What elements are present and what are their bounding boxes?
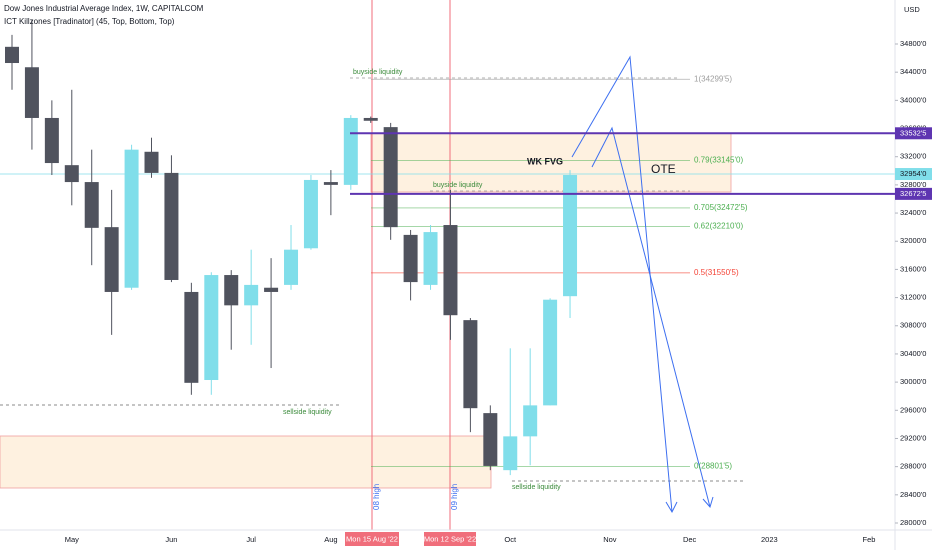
y-tick-label: 34400'0: [900, 67, 926, 76]
x-tick-label: Oct: [504, 535, 517, 544]
fvg-zone: [0, 435, 492, 489]
x-tick-label: Nov: [603, 535, 617, 544]
indicator-name: ICT Killzones [Tradinator] (45, Top, Bot…: [4, 17, 175, 26]
candle-body: [463, 320, 478, 409]
x-tick-label: Feb: [863, 535, 876, 544]
candle-body: [124, 149, 139, 288]
annotation: OTE: [651, 162, 676, 176]
y-tick-label: 32000'0: [900, 236, 926, 245]
projection-arrow: [571, 55, 673, 513]
level-label: 33532'5: [900, 128, 926, 137]
annotation: WK FVG: [527, 156, 563, 166]
candle-body: [184, 291, 199, 383]
y-tick-label: 33200'0: [900, 152, 926, 161]
arrow-head: [702, 496, 714, 509]
candle-body: [343, 117, 358, 185]
candle-body: [24, 67, 39, 118]
fib-label: 0.705(32472'5): [694, 203, 748, 212]
x-tick-label: Jun: [165, 535, 177, 544]
y-tick-label: 31600'0: [900, 264, 926, 273]
candle-body: [224, 275, 239, 306]
candle-body: [204, 275, 219, 381]
y-tick-label: 34800'0: [900, 39, 926, 48]
annotation: 09 high: [450, 484, 459, 510]
candle-body: [84, 182, 99, 228]
candle-body: [443, 225, 458, 316]
candle-body: [144, 151, 159, 173]
date-highlight-label: Mon 15 Aug '22: [346, 534, 398, 543]
candle-body: [483, 413, 498, 466]
y-tick-label: 34000'0: [900, 95, 926, 104]
y-tick-label: 30800'0: [900, 321, 926, 330]
fib-label: 0.62(32210'0): [694, 222, 743, 231]
candle-body: [244, 284, 259, 306]
currency: USD: [904, 5, 920, 14]
candle-body: [423, 232, 438, 285]
candle-body: [563, 175, 578, 297]
candle-body: [543, 299, 558, 406]
date-highlight: [345, 532, 399, 546]
candle-body: [104, 227, 119, 292]
y-tick-label: 29200'0: [900, 433, 926, 442]
candle-body: [284, 249, 299, 285]
annotation: buyside liquidity: [433, 182, 483, 189]
y-tick-label: 28800'0: [900, 462, 926, 471]
y-tick-label: 32400'0: [900, 208, 926, 217]
candle-body: [323, 182, 338, 185]
projection-arrow: [591, 126, 711, 508]
date-highlight: [424, 532, 476, 546]
y-tick-label: 30000'0: [900, 377, 926, 386]
level-tag: [895, 127, 932, 140]
fib-label: 0.5(31550'5): [694, 268, 739, 277]
candle-body: [5, 46, 19, 64]
annotation: buyside liquidity: [353, 69, 403, 76]
x-tick-label: May: [65, 535, 79, 544]
annotation: 08 high: [372, 484, 381, 510]
candle-body: [503, 436, 518, 471]
x-tick-label: Dec: [683, 535, 697, 544]
annotation: sellside liquidity: [512, 484, 561, 491]
level-label: 32672'5: [900, 189, 926, 198]
candle-body: [403, 234, 418, 283]
plot-area: [0, 20, 895, 476]
candle-body: [44, 117, 59, 164]
candle-body: [264, 287, 279, 292]
annotation: sellside liquidity: [283, 409, 332, 416]
last-price-tag: [895, 168, 932, 181]
fib-label: 0.79(33145'0): [694, 156, 743, 165]
x-tick-label: 2023: [761, 535, 778, 544]
chart-title: Dow Jones Industrial Average Index, 1W, …: [4, 4, 204, 13]
x-tick-label: Aug: [324, 535, 337, 544]
y-tick-label: 30400'0: [900, 349, 926, 358]
last-price-label: 32954'0: [900, 169, 926, 178]
y-tick-label: 28000'0: [900, 518, 926, 527]
level-tag: [895, 187, 932, 200]
x-tick-label: Jul: [246, 535, 256, 544]
candle-body: [523, 405, 538, 437]
y-tick-label: 28400'0: [900, 490, 926, 499]
fib-label: 1(34299'5): [694, 74, 732, 83]
y-tick-label: 31200'0: [900, 293, 926, 302]
y-tick-label: 29600'0: [900, 405, 926, 414]
date-highlight-label: Mon 12 Sep '22: [424, 534, 476, 543]
fvg-zone: [370, 132, 732, 193]
y-tick-label: 32800'0: [900, 180, 926, 189]
candle-body: [363, 117, 378, 121]
candle-body: [64, 165, 79, 183]
candle-body: [383, 127, 398, 228]
candle-body: [164, 172, 179, 280]
candle-body: [303, 179, 318, 249]
fib-label: 0(28801'5): [694, 462, 732, 471]
arrow-head: [665, 501, 678, 514]
